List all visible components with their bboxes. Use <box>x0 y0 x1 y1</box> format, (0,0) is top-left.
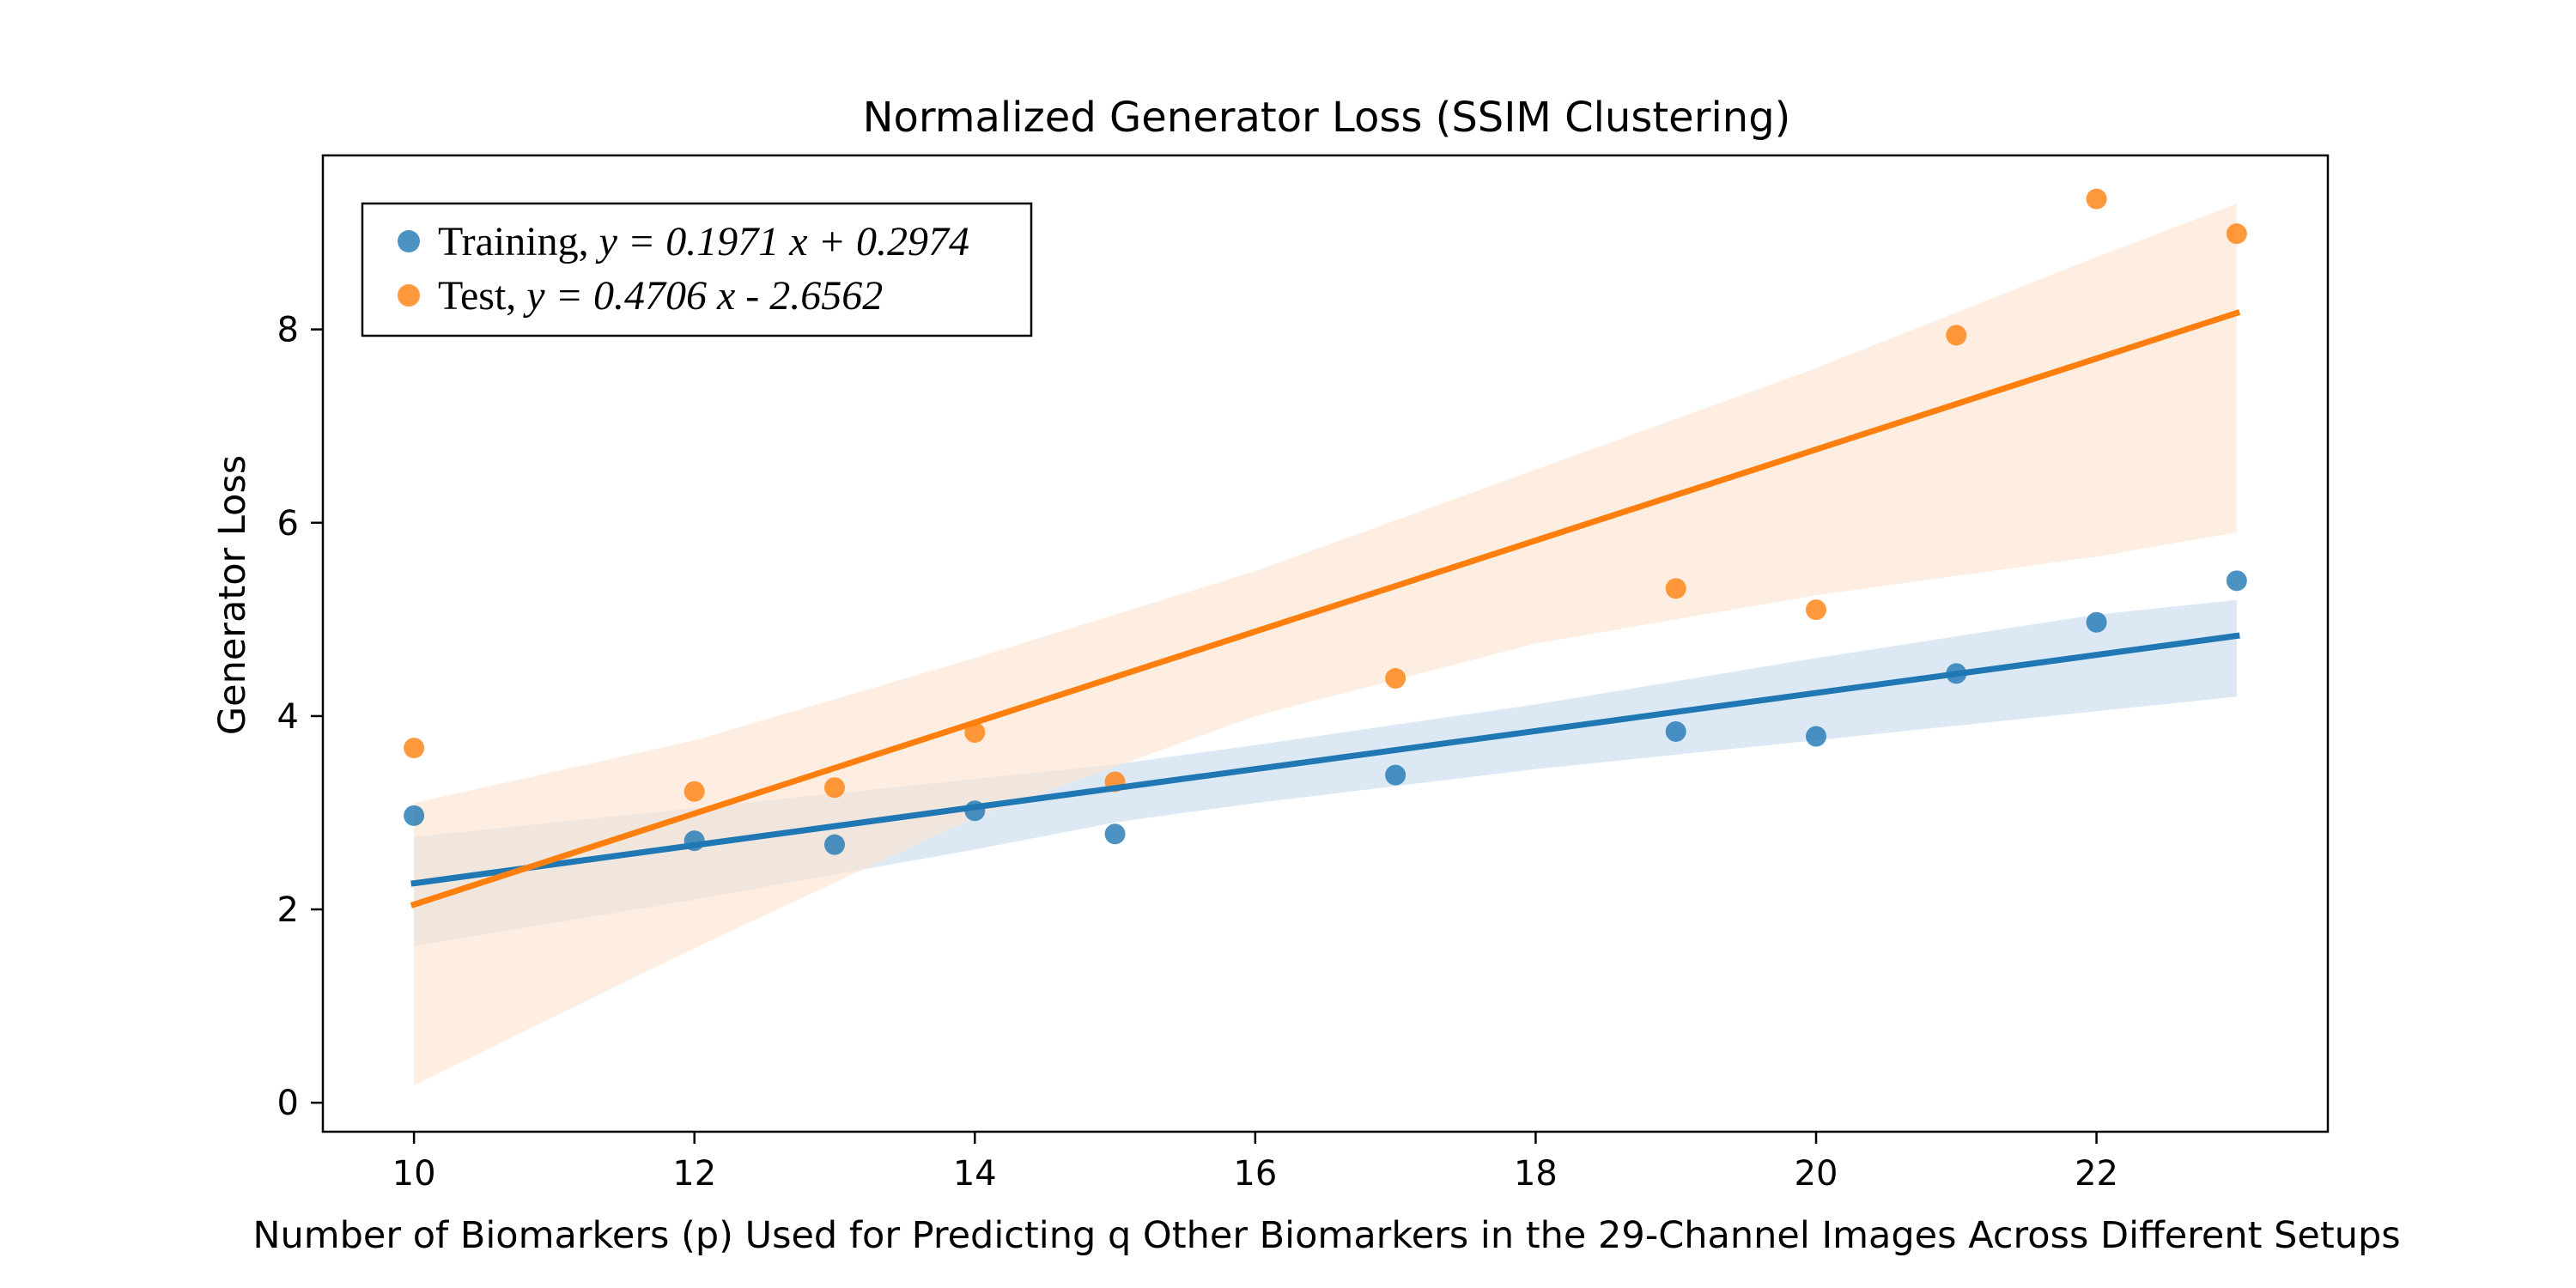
data-point-test <box>1385 668 1406 690</box>
x-tick-label: 14 <box>953 1154 997 1194</box>
axes-frame <box>321 154 2330 1133</box>
data-point-test <box>404 738 425 759</box>
data-point-test <box>683 781 705 802</box>
data-point-test <box>2226 223 2247 245</box>
data-point-test <box>2086 188 2107 210</box>
legend: Training, y = 0.1971 x + 0.2974 Test, y =… <box>361 202 1033 337</box>
regression-line-training <box>410 632 2240 887</box>
x-tick-label: 18 <box>1514 1154 1558 1194</box>
data-point-training <box>1806 726 1827 747</box>
axes: 10 12 14 16 18 20 22 0 2 4 6 8 <box>277 154 2330 1194</box>
data-point-test <box>1806 599 1827 621</box>
plot-area <box>404 188 2247 1085</box>
data-point-training <box>2226 570 2247 592</box>
x-tick-label: 10 <box>392 1154 436 1194</box>
data-point-training <box>1104 823 1126 845</box>
legend-marker-training <box>398 230 420 252</box>
data-point-test <box>1946 325 1967 346</box>
data-point-training <box>2086 611 2107 633</box>
legend-marker-test <box>398 284 420 307</box>
y-tick-label: 8 <box>277 311 299 350</box>
x-tick-label: 12 <box>672 1154 716 1194</box>
data-point-training <box>823 834 845 855</box>
regression-line-test <box>410 309 2241 908</box>
legend-entry-training: Training, y = 0.1971 x + 0.2974 <box>438 219 969 264</box>
data-point-test <box>823 777 845 799</box>
x-tick-label: 22 <box>2075 1154 2118 1194</box>
x-axis-label: Number of Biomarkers (p) Used for Predic… <box>252 1214 2400 1257</box>
data-point-training <box>404 805 425 826</box>
x-tick-label: 16 <box>1233 1154 1277 1194</box>
y-tick-label: 0 <box>277 1084 299 1123</box>
y-tick-label: 6 <box>277 504 299 544</box>
data-point-training <box>1665 720 1686 742</box>
y-tick-label: 4 <box>277 697 299 737</box>
chart-title: Normalized Generator Loss (SSIM Clusteri… <box>863 94 1791 142</box>
y-tick-label: 2 <box>277 890 299 930</box>
y-axis-label: Generator Loss <box>211 455 254 735</box>
data-point-training <box>1385 764 1406 786</box>
data-point-test <box>1665 578 1686 599</box>
legend-entry-test: Test, y = 0.4706 x - 2.6562 <box>438 273 883 319</box>
legend-box <box>361 202 1033 337</box>
x-tick-label: 20 <box>1795 1154 1838 1194</box>
confidence-band-test <box>414 204 2237 1085</box>
